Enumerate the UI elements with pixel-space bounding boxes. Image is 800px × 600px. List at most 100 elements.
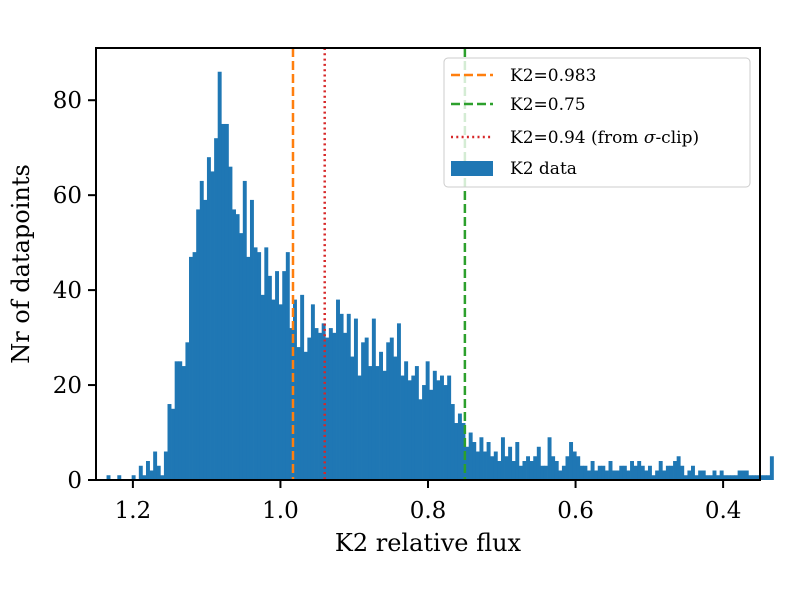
histogram-bar <box>163 451 168 480</box>
histogram-bar <box>249 199 254 480</box>
histogram-bar <box>665 465 670 480</box>
histogram-bar <box>389 337 394 480</box>
histogram-bar <box>443 385 448 480</box>
histogram-bar <box>192 252 197 480</box>
y-axis-ticks: 0 20 40 60 80 <box>53 88 96 494</box>
x-tick-label: 0.8 <box>410 498 447 524</box>
histogram-bar <box>346 313 351 480</box>
histogram-bar <box>228 166 233 480</box>
histogram-bar <box>630 461 634 480</box>
histogram-bar <box>723 475 728 480</box>
histogram-bar <box>475 451 480 480</box>
histogram-bar <box>683 475 688 480</box>
histogram-bar <box>361 342 366 480</box>
histogram-bar <box>529 461 534 480</box>
histogram-bar <box>300 294 305 480</box>
histogram-bar <box>199 180 204 481</box>
histogram-bar <box>576 456 581 480</box>
histogram-bar <box>734 475 738 480</box>
histogram-bar <box>447 375 452 480</box>
histogram-bar <box>680 465 685 480</box>
histogram-bar <box>414 366 419 480</box>
histogram-bar <box>353 318 358 480</box>
histogram-bar <box>755 475 760 480</box>
histogram-bar <box>296 347 301 480</box>
histogram-bar <box>343 332 348 480</box>
histogram-bar <box>762 475 767 480</box>
histogram-bar <box>472 442 477 480</box>
histogram-bar <box>694 475 699 480</box>
histogram-bar <box>203 199 208 480</box>
histogram-bar <box>726 475 731 480</box>
histogram-bar <box>432 370 437 480</box>
histogram-bar <box>332 332 337 480</box>
histogram-bar <box>493 451 498 480</box>
histogram-bar <box>400 375 405 480</box>
histogram-bar <box>551 456 556 480</box>
histogram-bar <box>540 465 545 480</box>
histogram-bar <box>719 470 724 480</box>
histogram-bar <box>454 423 459 480</box>
histogram-bar <box>705 475 710 480</box>
histogram-bar <box>730 475 735 480</box>
legend-patch-k2-data <box>451 161 493 176</box>
histogram-bar <box>396 323 401 480</box>
histogram-bar <box>508 446 513 480</box>
histogram-bar <box>264 247 269 480</box>
histogram-bar <box>336 299 340 480</box>
histogram-bar <box>744 470 749 480</box>
legend-label-k2-data: K2 data <box>510 159 577 179</box>
histogram-bar <box>511 461 516 480</box>
histogram-bar <box>497 461 502 480</box>
histogram-bar <box>364 337 369 480</box>
histogram-bars <box>106 71 774 481</box>
histogram-bar <box>597 465 602 480</box>
histogram-bar <box>350 356 355 480</box>
histogram-bar <box>522 461 527 480</box>
histogram-bar <box>196 209 201 480</box>
histogram-bar <box>590 461 595 480</box>
histogram-bar <box>486 442 491 480</box>
histogram-bar <box>536 446 541 480</box>
histogram-bar <box>490 456 495 480</box>
histogram-bar <box>533 456 538 480</box>
histogram-bar <box>687 470 692 480</box>
legend-label-k2-0983: K2=0.983 <box>510 66 596 86</box>
histogram-bar <box>712 470 717 480</box>
histogram-bar <box>178 361 183 480</box>
histogram-bar <box>662 470 667 480</box>
histogram-bar <box>658 461 663 480</box>
legend-label-prefix: K2=0.94 (from <box>510 128 644 148</box>
legend-box <box>443 57 751 188</box>
histogram-bar <box>210 171 215 480</box>
histogram-bar <box>368 366 373 480</box>
histogram-bar <box>565 456 570 480</box>
x-tick-label: 0.6 <box>557 498 594 524</box>
histogram-bar <box>655 470 660 480</box>
histogram-bar <box>375 366 380 480</box>
histogram-bar <box>594 470 599 480</box>
histogram-bar <box>386 342 391 480</box>
histogram-bar <box>253 247 258 480</box>
histogram-bar <box>676 456 681 480</box>
histogram-bar <box>131 475 136 480</box>
histogram-bar <box>569 442 574 480</box>
histogram-bar <box>325 337 330 480</box>
histogram-bar <box>314 328 319 480</box>
histogram-bar <box>526 456 531 480</box>
histogram-bar <box>461 423 466 480</box>
histogram-bar <box>673 461 678 480</box>
histogram-bar <box>171 408 176 480</box>
histogram-bar <box>579 465 584 480</box>
histogram-bar <box>142 475 147 480</box>
legend-label-suffix: -clip) <box>655 128 699 148</box>
histogram-bar <box>615 470 620 480</box>
histogram-bar <box>310 304 315 480</box>
histogram-bar <box>450 404 455 480</box>
histogram-bar <box>393 356 398 480</box>
histogram-bar <box>257 252 262 480</box>
histogram-bar <box>149 470 154 480</box>
histogram-bar <box>691 465 695 480</box>
histogram-bar <box>608 461 613 480</box>
